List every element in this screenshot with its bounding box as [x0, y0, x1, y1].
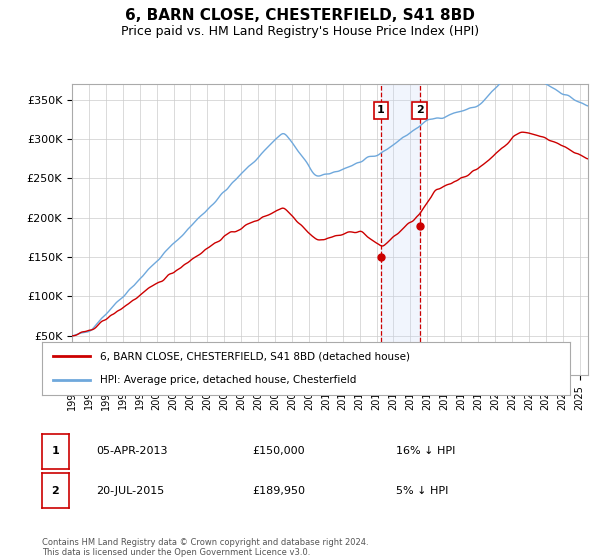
Bar — [381, 84, 419, 375]
Text: 20-JUL-2015: 20-JUL-2015 — [96, 486, 164, 496]
Text: 6, BARN CLOSE, CHESTERFIELD, S41 8BD: 6, BARN CLOSE, CHESTERFIELD, S41 8BD — [125, 8, 475, 24]
Text: £189,950: £189,950 — [252, 486, 305, 496]
Text: 1: 1 — [52, 446, 59, 456]
Text: 6, BARN CLOSE, CHESTERFIELD, S41 8BD (detached house): 6, BARN CLOSE, CHESTERFIELD, S41 8BD (de… — [100, 352, 410, 362]
Text: HPI: Average price, detached house, Chesterfield: HPI: Average price, detached house, Ches… — [100, 375, 356, 385]
Text: 2: 2 — [416, 105, 424, 115]
Text: Contains HM Land Registry data © Crown copyright and database right 2024.
This d: Contains HM Land Registry data © Crown c… — [42, 538, 368, 557]
Text: 16% ↓ HPI: 16% ↓ HPI — [396, 446, 455, 456]
Text: 05-APR-2013: 05-APR-2013 — [96, 446, 167, 456]
Text: Price paid vs. HM Land Registry's House Price Index (HPI): Price paid vs. HM Land Registry's House … — [121, 25, 479, 38]
Text: £150,000: £150,000 — [252, 446, 305, 456]
Text: 5% ↓ HPI: 5% ↓ HPI — [396, 486, 448, 496]
Text: 2: 2 — [52, 486, 59, 496]
Text: 1: 1 — [377, 105, 385, 115]
